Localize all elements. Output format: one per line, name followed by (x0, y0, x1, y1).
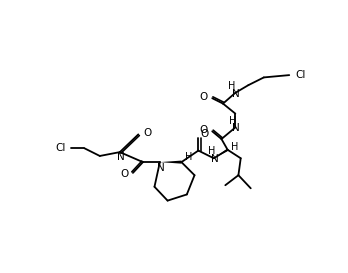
Text: H: H (208, 146, 215, 156)
Text: H: H (228, 81, 235, 91)
Text: H: H (231, 143, 238, 153)
Text: N: N (157, 163, 165, 173)
Text: N: N (232, 89, 240, 99)
Text: N: N (211, 154, 219, 164)
Text: O: O (143, 128, 151, 138)
Polygon shape (214, 149, 228, 158)
Text: Cl: Cl (56, 143, 66, 153)
Text: H: H (229, 115, 236, 126)
Polygon shape (160, 161, 181, 164)
Text: O: O (199, 93, 208, 102)
Text: H: H (185, 152, 192, 162)
Text: O: O (200, 129, 208, 140)
Text: Cl: Cl (295, 70, 306, 80)
Text: N: N (118, 153, 125, 162)
Text: N: N (232, 123, 240, 133)
Text: O: O (120, 170, 128, 179)
Text: O: O (199, 125, 208, 135)
